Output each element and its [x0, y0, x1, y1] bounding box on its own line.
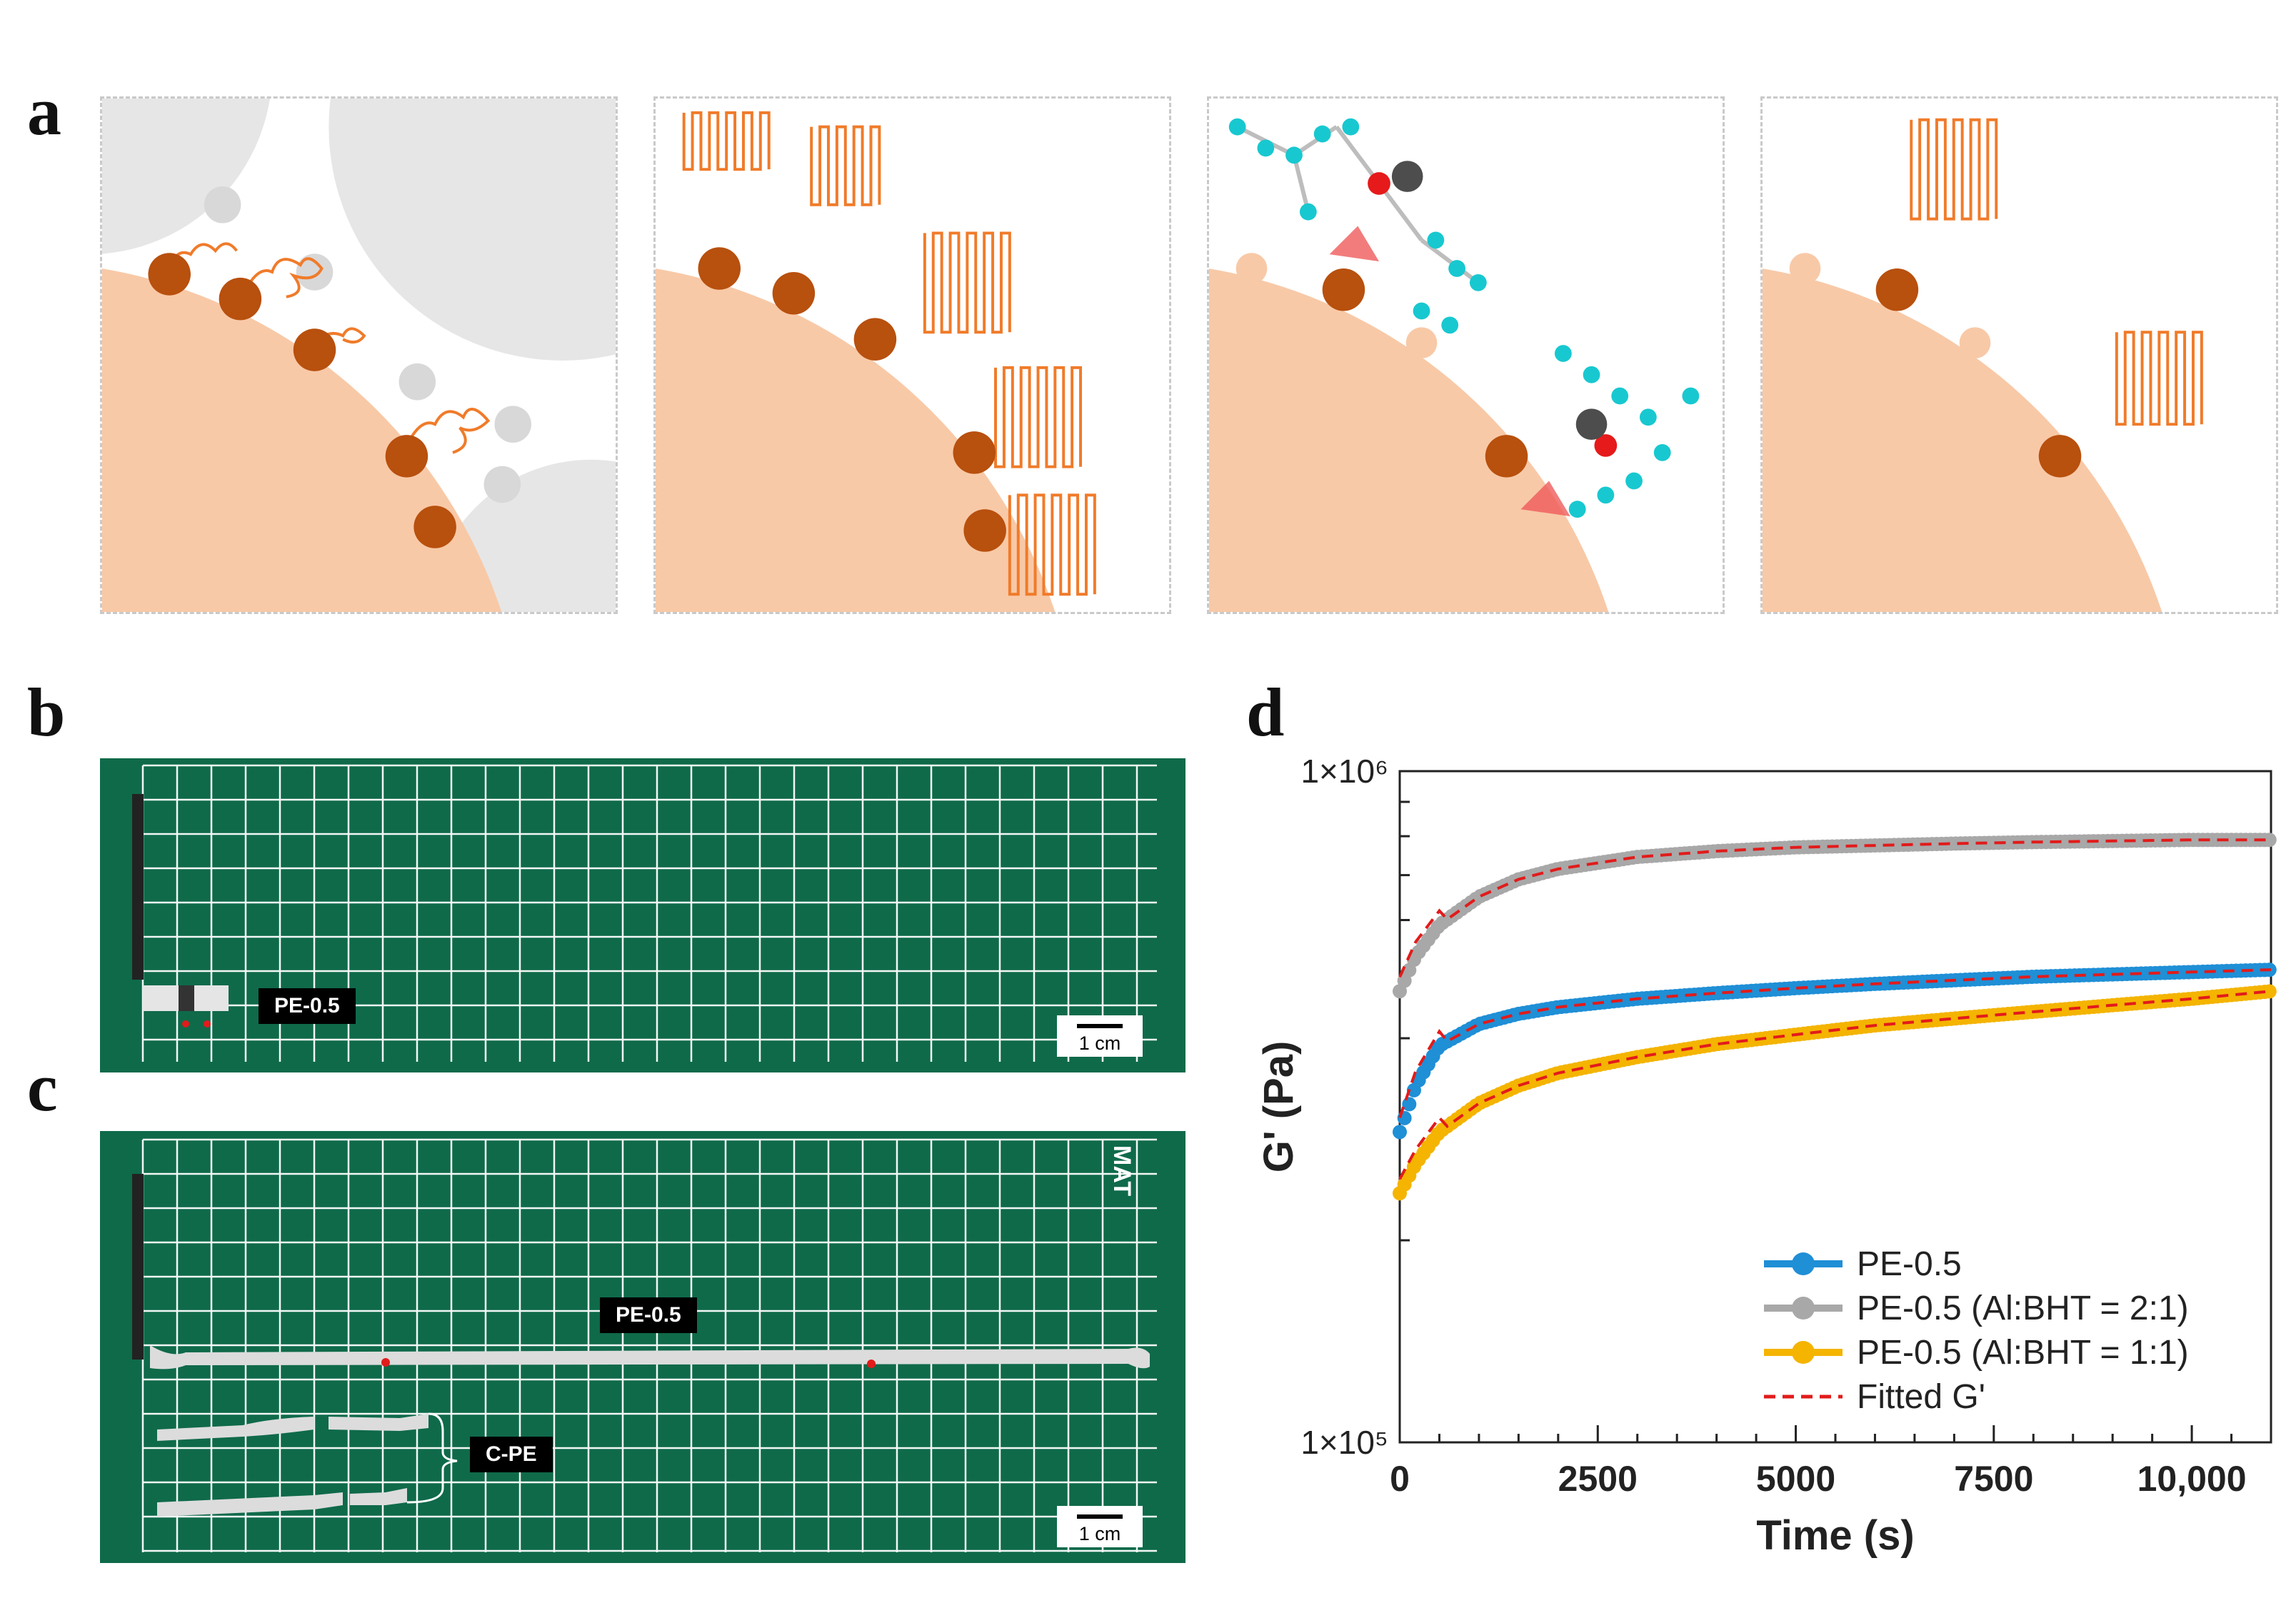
- sample-label-broken: C-PE: [470, 1437, 553, 1472]
- fitted-curve: [1398, 968, 2272, 1119]
- y-axis-label: G' (Pa): [1255, 1041, 1302, 1173]
- schematic-frame-4: [1760, 96, 2278, 614]
- panel-label-c: c: [27, 1049, 58, 1125]
- panel-label-d: d: [1246, 674, 1285, 750]
- schematic-reduced-chains: [1763, 118, 2203, 612]
- cutting-mat-grid: [100, 758, 1185, 1072]
- panel-label-a: a: [27, 73, 61, 149]
- legend-label: PE-0.5: [1857, 1245, 1962, 1283]
- legend-marker: [1792, 1297, 1815, 1320]
- data-point: [1393, 1125, 1407, 1140]
- legend-label: Fitted G': [1857, 1378, 1985, 1416]
- cutting-mat-grid: [100, 1131, 1185, 1563]
- scale-bar-line: [1077, 1024, 1123, 1028]
- schematic-frame-3: [1207, 96, 1725, 614]
- scale-bar-text: 1 cm: [1078, 1032, 1121, 1054]
- photo-b: PE-0.5 1 cm: [100, 758, 1185, 1072]
- anchor-spheres: [698, 247, 1006, 552]
- fitted-curve: [1398, 990, 2272, 1180]
- short-chains: [168, 242, 491, 454]
- sample-label-pe: PE-0.5: [259, 988, 356, 1024]
- data-point: [2262, 833, 2277, 848]
- schematic-particle-grafting: [102, 99, 616, 612]
- core-particle: [656, 268, 1056, 612]
- scale-bar-text: 1 cm: [1078, 1523, 1121, 1544]
- gray-particle: [102, 99, 270, 254]
- panel-label-b: b: [27, 674, 66, 750]
- series-1: [1393, 963, 2277, 1140]
- x-axis-label: Time (s): [1756, 1512, 1914, 1559]
- schematic-bht-complex: [1209, 118, 1700, 612]
- x-tick-label: 10,000: [2137, 1459, 2247, 1499]
- legend-label: PE-0.5 (Al:BHT = 2:1): [1857, 1290, 2189, 1327]
- scale-bar-c: 1 cm: [1057, 1506, 1143, 1547]
- core-particle: [1763, 268, 2162, 612]
- scale-bar-b: 1 cm: [1057, 1015, 1143, 1057]
- schematic-crystallized-chains: [656, 111, 1096, 612]
- mat-brand-text: MAT: [1108, 1145, 1136, 1197]
- data-point: [1397, 1110, 1412, 1125]
- sample-label-stretched: PE-0.5: [600, 1297, 697, 1333]
- data-point: [2262, 984, 2277, 999]
- y-tick-label: 1×10⁶: [1300, 753, 1388, 790]
- photo-c: PE-0.5 C-PE MAT 1 cm: [100, 1131, 1185, 1563]
- gray-particle: [329, 99, 616, 361]
- chart-d: 1×10⁵ 1×10⁶ 0 2500 5000 7500 10,000 Time (s) G' …: [1214, 714, 2296, 1613]
- anchor-spheres: [1875, 268, 2082, 478]
- surface-bumps: [1235, 253, 1548, 539]
- folded-lamellae: [682, 111, 1096, 596]
- small-gray-spheres: [204, 186, 531, 503]
- chart-svg: 1×10⁵ 1×10⁶ 0 2500 5000 7500 10,000 Time (s) G' …: [1255, 753, 2277, 1559]
- legend-marker: [1792, 1252, 1815, 1275]
- folded-lamellae: [1910, 118, 2203, 426]
- surface-bumps: [1789, 253, 2101, 539]
- scale-bar-line: [1077, 1514, 1123, 1519]
- x-tick-label: 7500: [1954, 1459, 2033, 1499]
- anchor-spheres: [1322, 268, 1528, 478]
- data-point: [1402, 1097, 1417, 1112]
- fitted-curve: [1398, 838, 2271, 978]
- x-tick-label: 2500: [1558, 1459, 1638, 1499]
- legend-marker: [1792, 1341, 1815, 1364]
- anchor-spheres: [148, 253, 456, 548]
- bht-molecule-1: [1228, 118, 1487, 334]
- x-tick-label: 0: [1390, 1459, 1410, 1499]
- legend-label: PE-0.5 (Al:BHT = 1:1): [1857, 1334, 2189, 1372]
- y-tick-label: 1×10⁵: [1300, 1424, 1388, 1461]
- core-particle: [1209, 268, 1609, 612]
- bht-molecule-2: [1520, 345, 1700, 518]
- x-tick-label: 5000: [1756, 1459, 1835, 1499]
- schematic-frame-2: [653, 96, 1171, 614]
- schematic-frame-1: [100, 96, 618, 614]
- core-particle: [102, 268, 502, 612]
